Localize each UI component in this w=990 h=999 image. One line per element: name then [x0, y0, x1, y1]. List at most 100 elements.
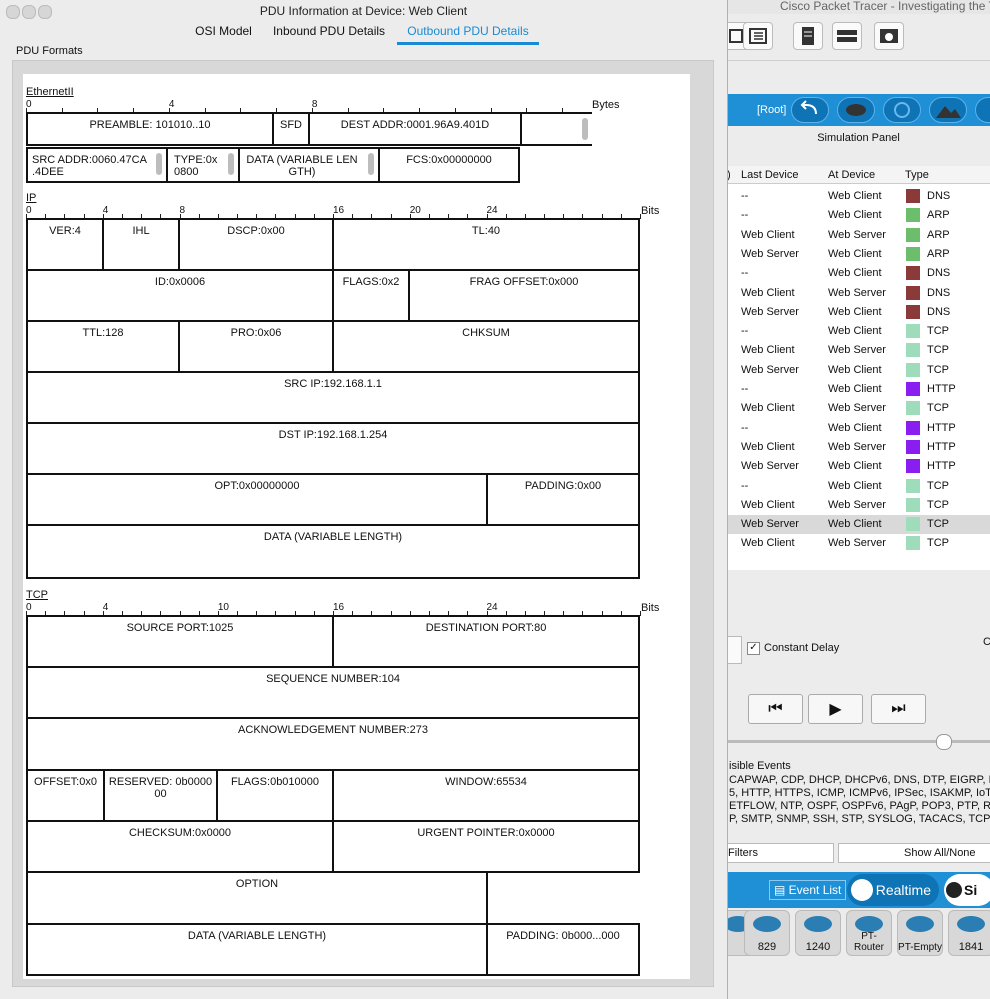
field-scrollbar[interactable] [582, 118, 588, 140]
tab-outbound-pdu-details[interactable]: Outbound PDU Details [397, 22, 539, 45]
event-row[interactable]: Web Server Web Client TCP [727, 361, 990, 380]
ruler-tick [582, 214, 584, 219]
eth-data-field: DATA (VARIABLE LEN GTH) [238, 147, 380, 183]
event-row[interactable]: -- Web Client TCP [727, 477, 990, 496]
event-row[interactable]: Web Server Web Client TCP [727, 515, 990, 535]
eth-data-text: DATA (VARIABLE LEN GTH) [246, 154, 358, 178]
ruler-label: 0 [26, 602, 32, 613]
minimize-window-button[interactable] [22, 5, 36, 19]
event-at-device: Web Server [828, 228, 886, 241]
ruler-tick [256, 611, 258, 616]
event-row[interactable]: Web Client Web Server ARP [727, 226, 990, 245]
event-type: TCP [927, 518, 949, 531]
ruler-tick [601, 611, 603, 616]
toolbar-button-3[interactable] [793, 22, 823, 50]
event-type-color-swatch [906, 497, 920, 512]
field-scrollbar[interactable] [368, 153, 374, 175]
event-row[interactable]: Web Client Web Server TCP [727, 496, 990, 515]
device-item[interactable]: 1240 [795, 910, 841, 956]
ip-ttl-field: TTL:128 [26, 320, 180, 373]
constant-delay-checkbox[interactable]: ✓ [747, 642, 760, 655]
col-last-device[interactable]: Last Device [741, 169, 799, 181]
play-button[interactable]: ▶ [808, 694, 863, 724]
toolbar-button-2[interactable] [743, 22, 773, 50]
back-button[interactable] [791, 97, 829, 123]
event-row[interactable]: Web Client Web Server DNS [727, 284, 990, 303]
ruler-label: 8 [179, 205, 186, 216]
ruler-tick [217, 214, 219, 219]
simulation-button[interactable]: Si [944, 874, 990, 906]
event-at-device: Web Server [828, 344, 886, 357]
visible-events-line: P, SMTP, SNMP, SSH, STP, SYSLOG, TACACS,… [729, 813, 990, 825]
tab-osi-model[interactable]: OSI Model [195, 24, 252, 38]
edit-filters-button[interactable]: Filters [723, 843, 834, 863]
event-row[interactable]: Web Server Web Client ARP [727, 245, 990, 264]
event-row[interactable]: Web Server Web Client HTTP [727, 457, 990, 476]
background-image-button[interactable] [929, 97, 967, 123]
close-window-button[interactable] [6, 5, 20, 19]
ruler-tick [61, 108, 63, 113]
event-at-device: Web Client [828, 247, 882, 260]
device-item[interactable]: 829 [744, 910, 790, 956]
visible-events-line: CAPWAP, CDP, DHCP, DHCPv6, DNS, DTP, EIG… [729, 774, 990, 786]
move-button[interactable] [883, 97, 921, 123]
eth-fcs-field: FCS:0x00000000 [378, 147, 520, 183]
ruler-tick [45, 214, 47, 219]
play-speed-slider-handle[interactable] [936, 734, 952, 750]
event-type: DNS [927, 267, 951, 280]
ip-fragment-offset-field: FRAG OFFSET:0x000 [408, 269, 640, 322]
show-all-none-button[interactable]: Show All/None [838, 843, 990, 863]
tcp-checksum-field: CHECKSUM:0x0000 [26, 820, 334, 873]
pdu-formats-panel: EthernetII 0 4 8 Bytes PREAMBLE: 101010..1… [12, 60, 714, 987]
event-row[interactable]: Web Client Web Server TCP [727, 534, 990, 553]
ruler-tick [454, 108, 456, 113]
event-row[interactable]: Web Client Web Server TCP [727, 399, 990, 418]
root-label: [Root] [757, 104, 787, 116]
event-at-device: Web Client [828, 325, 882, 338]
event-last-device: -- [741, 383, 749, 395]
event-row[interactable]: -- Web Client DNS [727, 187, 990, 206]
dialog-title: PDU Information at Device: Web Client [259, 4, 468, 18]
device-label: PT-Router [853, 931, 884, 953]
event-at-device: Web Server [828, 537, 886, 550]
col-at-device[interactable]: At Device [828, 169, 876, 181]
event-row[interactable]: -- Web Client HTTP [727, 380, 990, 399]
device-item[interactable]: PT-Router [846, 910, 892, 956]
field-scrollbar[interactable] [156, 153, 162, 175]
eth-sfd-field: SFD [272, 112, 310, 146]
ruler-tick [313, 214, 315, 219]
ruler-tick [505, 214, 507, 219]
event-row[interactable]: -- Web Client ARP [727, 206, 990, 225]
viewport-button[interactable] [975, 97, 990, 123]
field-scrollbar[interactable] [228, 153, 234, 175]
device-icon [837, 30, 857, 42]
event-row[interactable]: -- Web Client DNS [727, 264, 990, 283]
event-type: TCP [927, 363, 949, 376]
toolbar-button-5[interactable] [874, 22, 904, 50]
col-type[interactable]: Type [905, 169, 929, 181]
tcp-section-title: TCP [26, 589, 48, 601]
device-item[interactable]: 1841 [948, 910, 990, 956]
ruler-label: 20 [409, 205, 421, 216]
zoom-window-button[interactable] [38, 5, 52, 19]
back-step-button[interactable]: ⏮ [748, 694, 803, 724]
event-row[interactable]: Web Client Web Server HTTP [727, 438, 990, 457]
cluster-button[interactable] [837, 97, 875, 123]
event-last-device: Web Client [741, 228, 795, 241]
ruler-tick [313, 611, 315, 616]
event-row[interactable]: -- Web Client HTTP [727, 419, 990, 438]
event-row[interactable]: Web Client Web Server TCP [727, 341, 990, 360]
tab-inbound-pdu-details[interactable]: Inbound PDU Details [272, 24, 386, 38]
device-item[interactable]: PT-Empty [897, 910, 943, 956]
skip-forward-icon: ⏭ [891, 700, 906, 717]
ruler-tick [428, 611, 430, 616]
event-list-button[interactable]: ▤ Event List [769, 880, 847, 900]
event-type: TCP [927, 344, 949, 357]
toolbar-button-4[interactable] [832, 22, 862, 50]
realtime-button[interactable]: Realtime [847, 874, 939, 906]
event-type-color-swatch [906, 208, 920, 223]
event-row[interactable]: Web Server Web Client DNS [727, 303, 990, 322]
event-type-color-swatch [906, 536, 920, 551]
event-row[interactable]: -- Web Client TCP [727, 322, 990, 341]
forward-step-button[interactable]: ⏭ [871, 694, 926, 724]
